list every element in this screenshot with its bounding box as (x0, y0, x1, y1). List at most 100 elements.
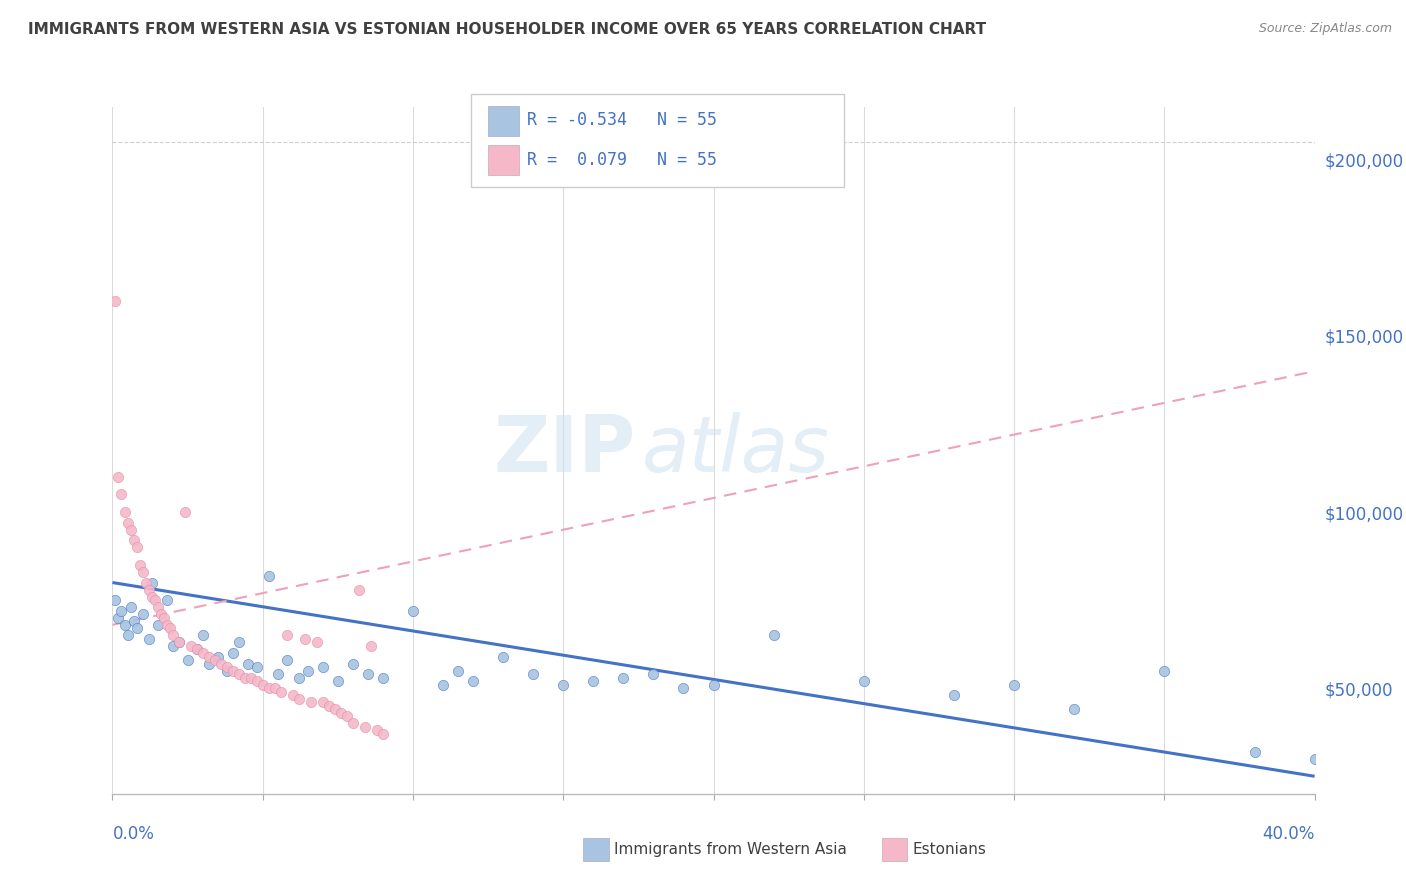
Point (117, 516, 139, 530)
Point (582, 674, 605, 689)
Text: ZIP: ZIP (494, 412, 636, 489)
Point (104, 293, 127, 308)
Point (104, 593, 127, 607)
Point (1063, 702, 1085, 716)
Point (294, 632, 316, 646)
Point (246, 674, 269, 689)
Point (672, 681, 695, 696)
Point (402, 604, 425, 618)
Point (371, 671, 394, 685)
Point (239, 671, 262, 685)
Point (228, 635, 250, 649)
Point (942, 688, 965, 702)
Point (117, 628, 139, 642)
Point (246, 660, 269, 674)
Point (1002, 678, 1025, 692)
Point (186, 642, 208, 657)
Point (167, 635, 190, 649)
Point (135, 575, 157, 590)
Point (122, 615, 145, 629)
Point (553, 678, 575, 692)
Point (267, 667, 290, 681)
Text: atlas: atlas (641, 412, 830, 489)
Point (461, 674, 484, 689)
Text: Estonians: Estonians (912, 842, 987, 856)
Point (326, 674, 349, 689)
Point (222, 664, 245, 678)
Point (162, 639, 184, 653)
Point (228, 667, 250, 681)
Point (120, 523, 142, 537)
Point (152, 611, 174, 625)
Point (176, 653, 198, 667)
Text: R = -0.534   N = 55: R = -0.534 N = 55 (527, 111, 717, 128)
Point (297, 664, 319, 678)
Point (125, 621, 148, 635)
Point (222, 646, 245, 660)
Point (360, 639, 382, 653)
Point (143, 593, 166, 607)
Point (329, 706, 352, 720)
Point (288, 691, 311, 706)
Text: 40.0%: 40.0% (1263, 825, 1315, 843)
Point (276, 628, 298, 642)
Point (215, 660, 238, 674)
Text: Source: ZipAtlas.com: Source: ZipAtlas.com (1258, 22, 1392, 36)
Point (432, 678, 454, 692)
Point (366, 723, 388, 738)
Point (128, 558, 150, 572)
Point (1243, 745, 1265, 759)
Point (141, 590, 163, 604)
Point (762, 628, 785, 642)
Point (312, 660, 335, 674)
Point (146, 617, 169, 632)
Point (281, 688, 304, 702)
Point (312, 695, 335, 709)
Text: IMMIGRANTS FROM WESTERN ASIA VS ESTONIAN HOUSEHOLDER INCOME OVER 65 YEARS CORREL: IMMIGRANTS FROM WESTERN ASIA VS ESTONIAN… (28, 22, 986, 37)
Point (110, 604, 132, 618)
Point (107, 611, 129, 625)
Point (120, 600, 142, 615)
Point (257, 681, 280, 696)
Text: Immigrants from Western Asia: Immigrants from Western Asia (614, 842, 848, 856)
Point (371, 727, 394, 741)
Point (257, 568, 280, 582)
Point (702, 678, 725, 692)
Point (191, 628, 214, 642)
Point (354, 720, 377, 734)
Point (149, 607, 172, 622)
Point (131, 565, 153, 579)
Point (342, 716, 364, 731)
Text: 0.0%: 0.0% (112, 825, 155, 843)
Point (159, 621, 181, 635)
Point (1303, 752, 1326, 766)
Point (233, 671, 256, 685)
Point (114, 505, 136, 519)
Point (107, 470, 129, 484)
Point (138, 582, 160, 597)
Point (336, 709, 359, 723)
Point (173, 505, 195, 519)
Point (180, 639, 202, 653)
Point (114, 617, 136, 632)
Point (347, 582, 370, 597)
Point (276, 653, 298, 667)
Point (252, 678, 274, 692)
Point (155, 617, 177, 632)
Point (155, 593, 177, 607)
Point (186, 642, 208, 657)
Point (270, 684, 292, 698)
Point (125, 541, 148, 555)
Point (209, 657, 232, 671)
Point (1153, 664, 1175, 678)
Point (522, 667, 544, 681)
Text: R =  0.079   N = 55: R = 0.079 N = 55 (527, 151, 717, 169)
Point (122, 533, 145, 548)
Point (323, 702, 346, 716)
Point (263, 681, 285, 696)
Point (852, 674, 875, 689)
Point (146, 600, 169, 615)
Point (612, 671, 634, 685)
Point (215, 664, 238, 678)
Point (167, 635, 190, 649)
